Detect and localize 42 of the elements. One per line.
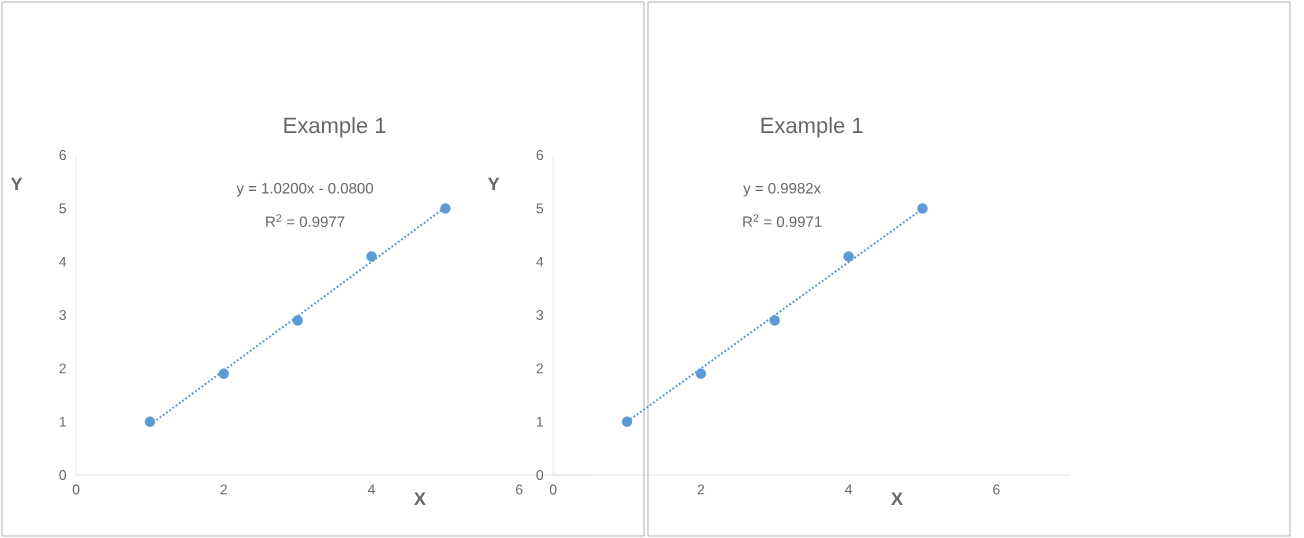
- x-tick-label: 2: [220, 484, 227, 495]
- point: [769, 315, 780, 326]
- y-tick-label: 5: [59, 203, 66, 214]
- x-tick-label: 4: [367, 484, 375, 495]
- y-tick-label: 1: [59, 416, 66, 427]
- x-axis-title: X: [891, 492, 903, 505]
- chart-title: Example 1: [284, 117, 386, 138]
- x-tick-label: 0: [72, 484, 80, 495]
- x-axis-title: X: [414, 492, 426, 505]
- annotation: R$^{2}$ = 0.9977: [266, 214, 345, 228]
- y-tick-label: 2: [536, 363, 543, 374]
- annotation: R$^{2}$ = 0.9971: [743, 214, 822, 228]
- point: [843, 251, 854, 262]
- annotation: y = 0.9982x: [743, 182, 821, 197]
- y-tick-label: 6: [536, 150, 544, 161]
- y-tick-label: 4: [536, 256, 544, 267]
- y-tick-label: 1: [536, 416, 543, 427]
- y-axis-title: Y: [10, 177, 23, 191]
- y-tick-label: 3: [536, 310, 544, 321]
- point: [218, 368, 229, 379]
- annotation: y = 1.0200x - 0.0800: [236, 182, 374, 197]
- x-tick-label: 4: [845, 484, 853, 495]
- y-tick-label: 0: [536, 470, 544, 481]
- y-axis-title: Y: [487, 177, 500, 191]
- x-tick-label: 6: [516, 484, 523, 495]
- y-tick-label: 2: [59, 363, 66, 374]
- y-tick-label: 3: [59, 310, 66, 321]
- chart-title: Example 1: [761, 117, 863, 138]
- point: [144, 416, 156, 427]
- x-tick-label: 2: [697, 484, 705, 495]
- y-tick-label: 6: [59, 150, 66, 161]
- point: [621, 416, 633, 427]
- point: [440, 203, 451, 214]
- y-tick-label: 0: [59, 470, 67, 481]
- point: [292, 315, 303, 326]
- point: [695, 368, 707, 379]
- point: [366, 251, 377, 262]
- y-tick-label: 5: [536, 203, 544, 214]
- x-tick-label: 6: [993, 484, 1000, 495]
- x-tick-label: 0: [549, 484, 557, 495]
- y-tick-label: 4: [59, 256, 67, 267]
- point: [917, 203, 928, 214]
